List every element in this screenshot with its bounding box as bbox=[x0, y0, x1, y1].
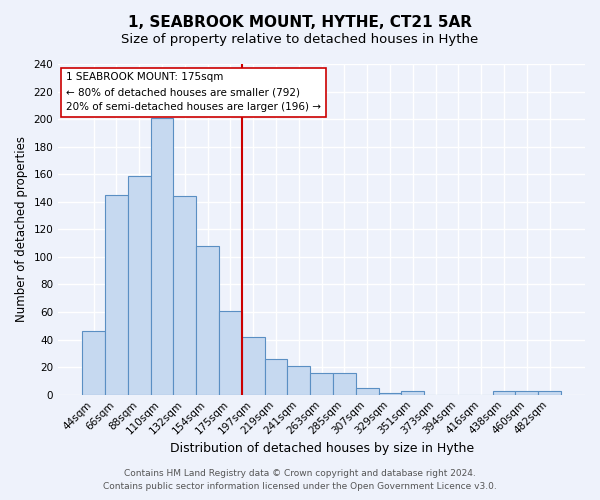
Bar bbox=[173, 196, 196, 394]
Bar bbox=[105, 195, 128, 394]
Bar bbox=[242, 337, 265, 394]
Text: Size of property relative to detached houses in Hythe: Size of property relative to detached ho… bbox=[121, 32, 479, 46]
Bar bbox=[128, 176, 151, 394]
Bar bbox=[333, 372, 356, 394]
Text: 1 SEABROOK MOUNT: 175sqm
← 80% of detached houses are smaller (792)
20% of semi-: 1 SEABROOK MOUNT: 175sqm ← 80% of detach… bbox=[66, 72, 321, 112]
Bar bbox=[515, 390, 538, 394]
Bar bbox=[287, 366, 310, 394]
Text: 1, SEABROOK MOUNT, HYTHE, CT21 5AR: 1, SEABROOK MOUNT, HYTHE, CT21 5AR bbox=[128, 15, 472, 30]
Bar bbox=[401, 390, 424, 394]
Bar bbox=[82, 332, 105, 394]
Bar bbox=[151, 118, 173, 394]
Y-axis label: Number of detached properties: Number of detached properties bbox=[15, 136, 28, 322]
Bar bbox=[310, 372, 333, 394]
Bar bbox=[356, 388, 379, 394]
X-axis label: Distribution of detached houses by size in Hythe: Distribution of detached houses by size … bbox=[170, 442, 473, 455]
Bar bbox=[265, 359, 287, 394]
Text: Contains HM Land Registry data © Crown copyright and database right 2024.
Contai: Contains HM Land Registry data © Crown c… bbox=[103, 470, 497, 491]
Bar bbox=[538, 390, 561, 394]
Bar bbox=[219, 310, 242, 394]
Bar bbox=[493, 390, 515, 394]
Bar bbox=[196, 246, 219, 394]
